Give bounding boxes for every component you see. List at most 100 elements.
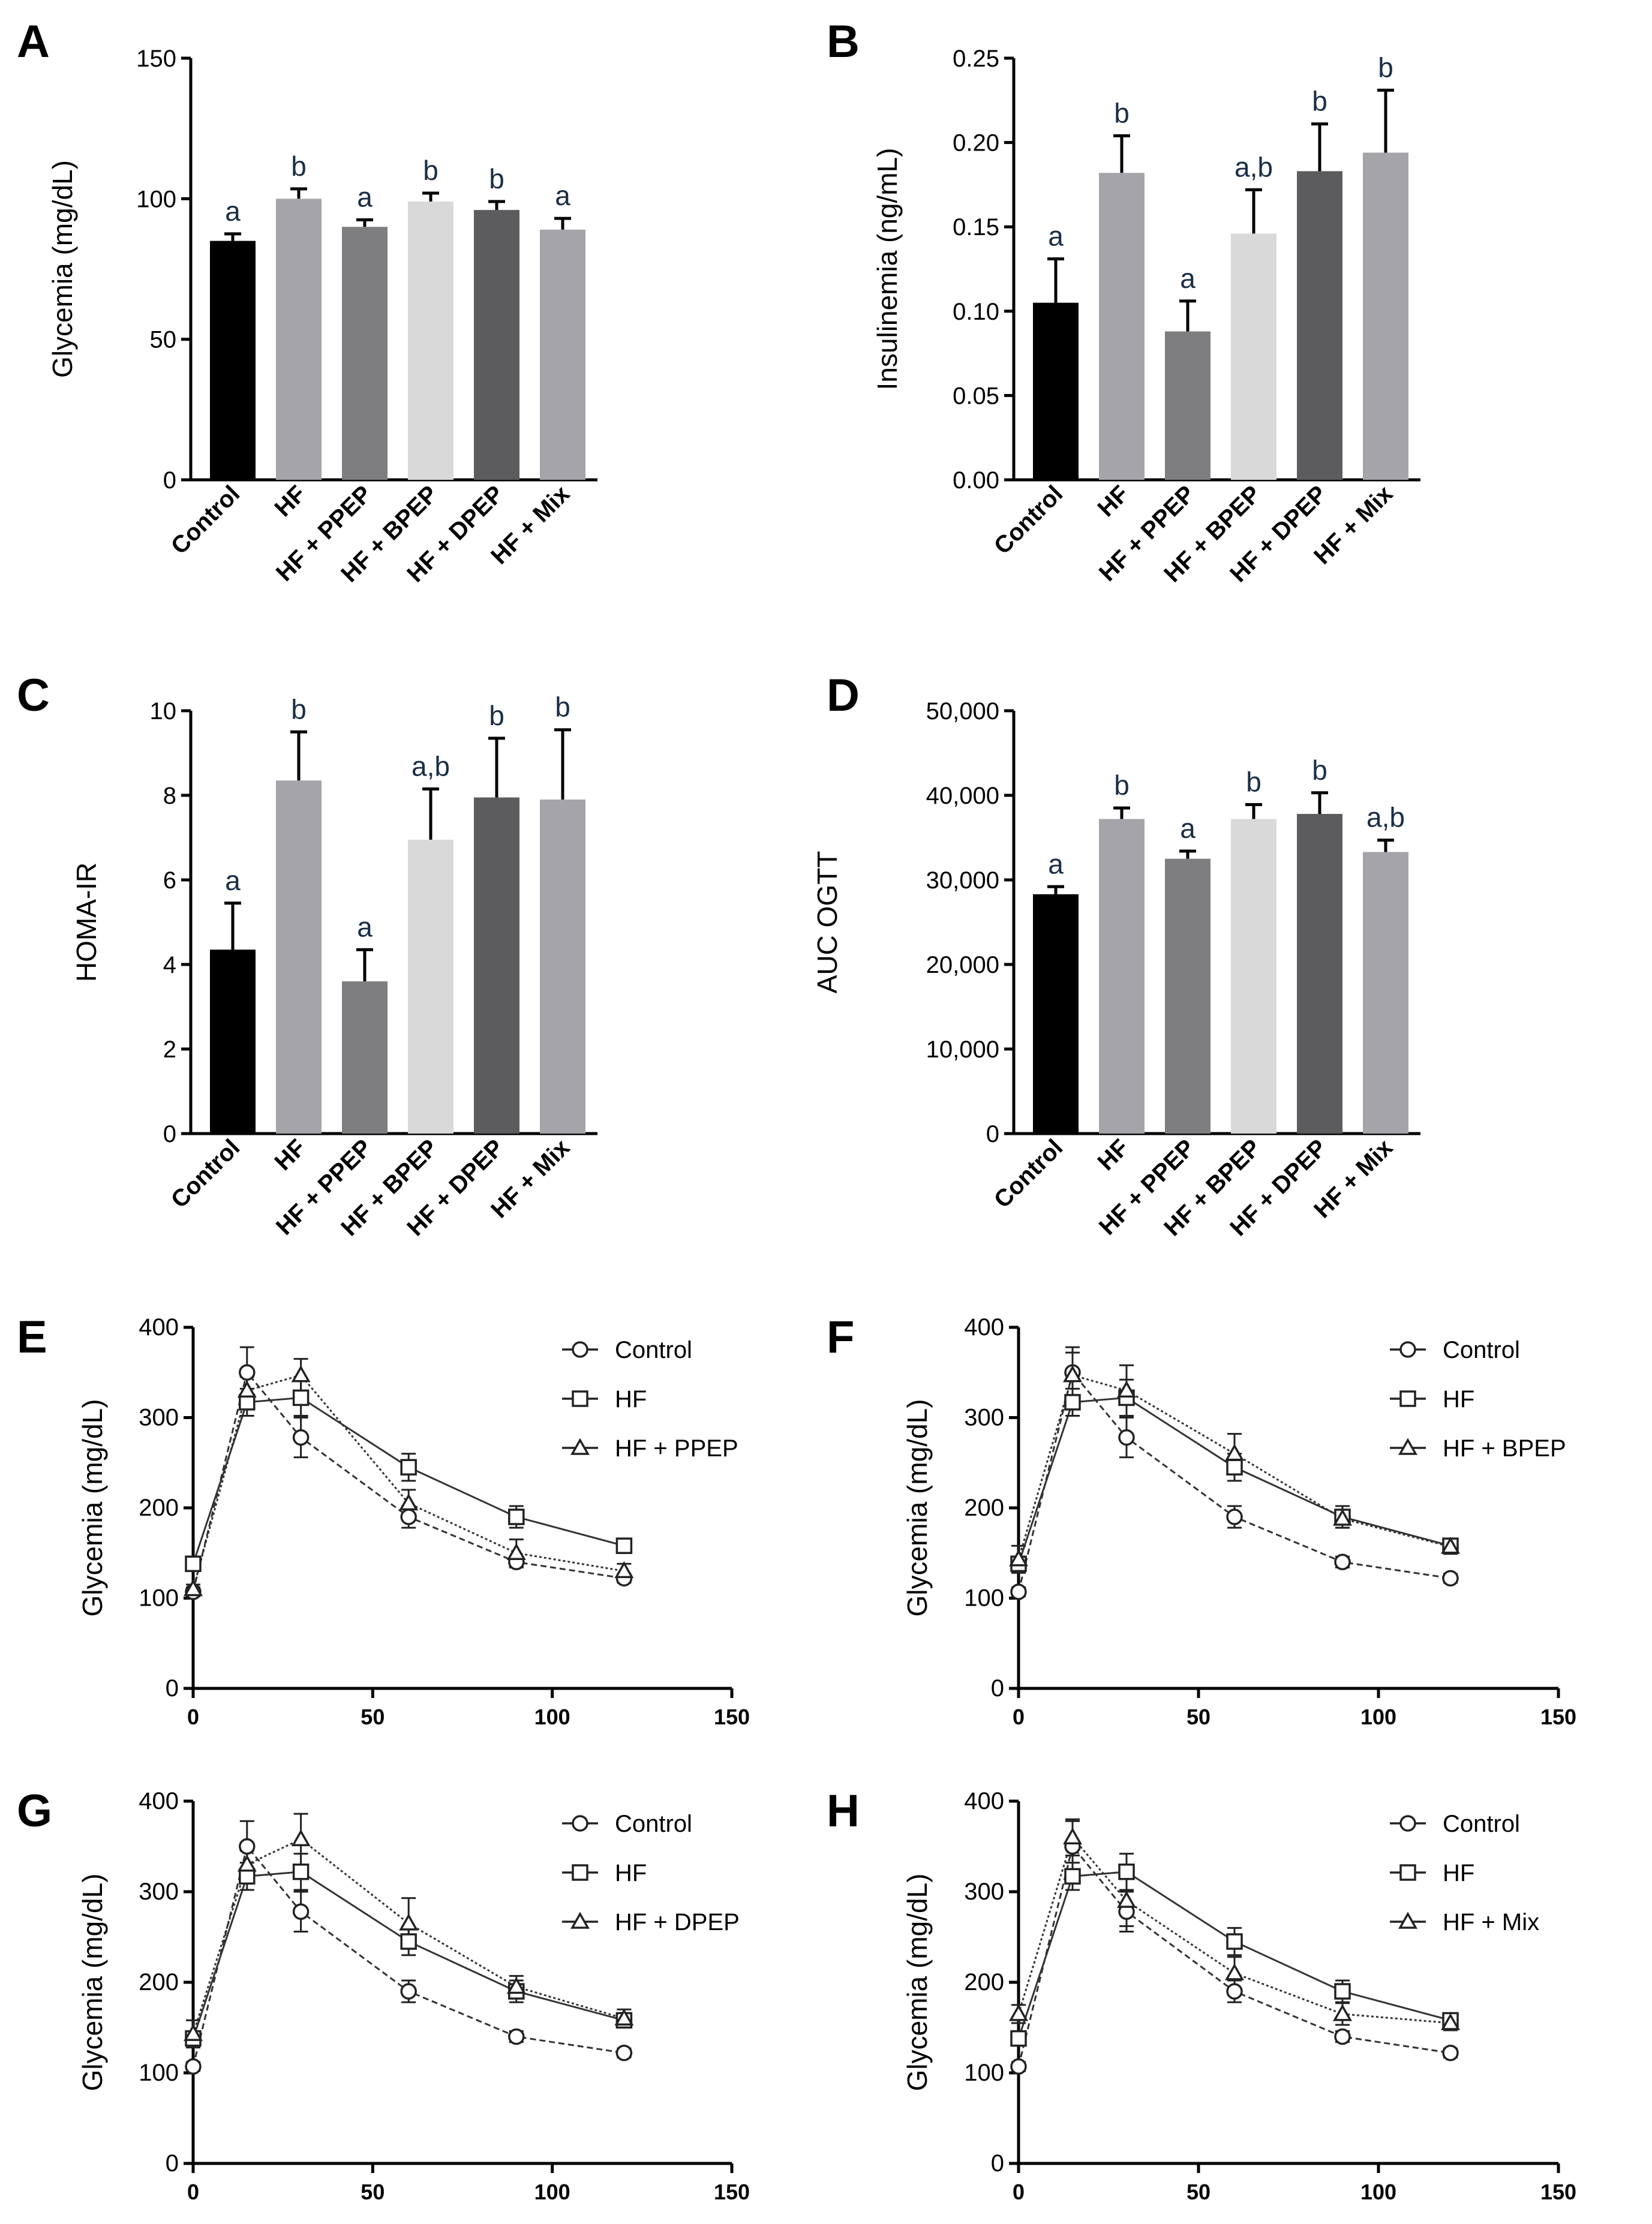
marker-square	[1118, 1864, 1135, 1880]
panel-letter-A: A	[17, 16, 50, 67]
bar	[1099, 173, 1145, 480]
bar	[540, 800, 585, 1134]
bar	[1231, 233, 1276, 480]
y-tick-label: 0	[163, 467, 176, 494]
significance-label: b	[1378, 52, 1393, 83]
y-axis-label: Glycemia (mg/dL)	[902, 1874, 933, 2091]
bar	[1165, 858, 1211, 1134]
y-tick-label: 200	[964, 1495, 1004, 1521]
marker-circle	[400, 1508, 417, 1525]
panel-F: F 0 100 200 300 400 0 50 100 150 Glycemia (mg/dL) C…	[827, 1312, 1576, 1729]
x-tick-label: 100	[1360, 2180, 1396, 2204]
y-tick-label: 0	[991, 1675, 1004, 1702]
marker-triangle	[1333, 1508, 1352, 1526]
y-tick-label: 100	[139, 1585, 179, 1612]
panel-letter-E: E	[17, 1312, 47, 1363]
y-axis-label: Glycemia (mg/dL)	[902, 1399, 933, 1617]
significance-label: a	[357, 181, 373, 212]
marker-circle	[292, 1429, 310, 1446]
marker-triangle	[1225, 1444, 1244, 1461]
marker-triangle	[506, 1543, 526, 1560]
legend-label: Control	[615, 1337, 692, 1363]
significance-label: b	[555, 692, 570, 723]
x-tick-label: 0	[1013, 1705, 1025, 1729]
x-tick-label: 150	[714, 2180, 750, 2204]
y-tick-label: 0	[991, 2150, 1004, 2177]
y-tick-label: 400	[964, 1314, 1004, 1341]
panel-letter-G: G	[17, 1786, 52, 1837]
legend-label: HF + PPEP	[615, 1435, 738, 1462]
panel-H: H 0 100 200 300 400 0 50 100 150 Glycemia (mg/dL) C…	[827, 1786, 1576, 2204]
y-tick-label: 0.05	[953, 383, 999, 409]
series-line-control	[1017, 1371, 1451, 1592]
panel-E: E 0 100 200 300 400 0 50 100 150 Glycemia (mg/dL) C…	[17, 1312, 750, 1729]
x-tick-label: 150	[1540, 1705, 1576, 1729]
y-tick-label: 0.20	[953, 130, 999, 157]
x-tick-label: 50	[361, 1705, 385, 1729]
y-tick-label: 0	[163, 1121, 176, 1147]
y-tick-label: 0.15	[953, 214, 999, 241]
marker-circle	[400, 1983, 417, 2000]
bar	[1033, 302, 1079, 480]
series-line-control	[192, 1844, 624, 2067]
marker-triangle	[1009, 2004, 1028, 2021]
significance-label: b	[291, 151, 307, 182]
marker-square	[292, 1864, 310, 1880]
marker-triangle	[1441, 1537, 1460, 1554]
significance-label: b	[1312, 86, 1327, 117]
marker-square	[1399, 1390, 1416, 1407]
y-tick-label: 0.10	[953, 299, 999, 325]
significance-label: b	[1114, 97, 1130, 128]
y-tick-label: 200	[139, 1969, 179, 1995]
bar	[210, 949, 256, 1134]
marker-triangle	[237, 1380, 257, 1398]
panel-B: B 0.00 0.05 0.10 0.15 0.20 0.25 Insulinemia (ng…	[827, 16, 1420, 587]
y-tick-label: 8	[163, 783, 176, 809]
panel-letter-F: F	[827, 1312, 854, 1363]
series-line-hf-bpep	[1017, 1374, 1451, 1560]
x-tick-label: 100	[534, 2180, 570, 2204]
y-tick-label: 400	[964, 1788, 1004, 1814]
marker-triangle	[399, 1913, 419, 1931]
significance-label: a,b	[1235, 151, 1273, 182]
marker-square	[400, 1933, 417, 1950]
bar	[1363, 152, 1408, 480]
marker-triangle	[1117, 1891, 1136, 1908]
marker-triangle	[1063, 1365, 1082, 1383]
bar	[1099, 819, 1145, 1134]
y-tick-label: 400	[139, 1314, 179, 1341]
significance-label: a	[225, 865, 241, 896]
marker-triangle	[1225, 1963, 1244, 1980]
panel-letter-B: B	[827, 16, 860, 67]
y-tick-label: 400	[139, 1788, 179, 1814]
significance-label: b	[489, 700, 504, 731]
bar	[1297, 171, 1342, 480]
y-tick-label: 0.00	[953, 467, 999, 494]
y-tick-label: 100	[139, 2060, 179, 2086]
marker-circle	[1118, 1429, 1135, 1446]
marker-triangle	[184, 1579, 203, 1597]
marker-square	[1064, 1394, 1081, 1411]
marker-circle	[1334, 2028, 1351, 2045]
marker-triangle	[506, 1976, 526, 1994]
significance-label: b	[291, 693, 307, 725]
y-tick-label: 10,000	[926, 1036, 999, 1063]
legend-marker-triangle	[1398, 1438, 1417, 1455]
marker-circle	[292, 1903, 310, 1920]
significance-label: b	[1246, 767, 1261, 798]
marker-square	[572, 1390, 588, 1407]
y-tick-label: 100	[964, 1585, 1004, 1612]
series-line-control	[192, 1370, 624, 1592]
category-label: HF	[270, 480, 311, 522]
marker-square	[400, 1459, 417, 1476]
significance-label: a,b	[1366, 802, 1405, 833]
panel-D: D 0 10,000 20,000 30,000 40,000 50,000 AUC OGTT…	[812, 670, 1420, 1241]
series-line-hf	[1017, 1871, 1451, 2039]
y-axis-label: Glycemia (mg/dL)	[77, 1874, 108, 2091]
bar	[408, 840, 453, 1134]
category-label: HF	[1093, 1134, 1134, 1176]
bar	[540, 229, 585, 480]
bar	[1231, 819, 1276, 1134]
marker-square	[508, 1508, 525, 1525]
marker-square	[572, 1864, 588, 1881]
